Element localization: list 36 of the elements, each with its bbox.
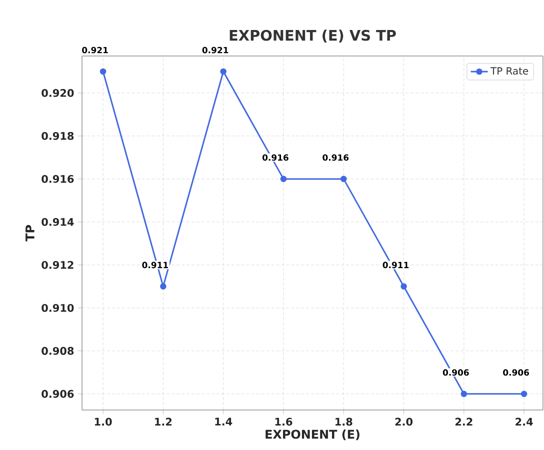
x-tick-label: 2.2 xyxy=(455,418,472,426)
y-tick-label: 0.906 xyxy=(42,390,74,398)
data-label: 0.916 xyxy=(322,154,349,161)
y-tick-label: 0.918 xyxy=(42,132,74,140)
y-tick-label: 0.920 xyxy=(42,89,74,97)
x-tick-label: 1.4 xyxy=(215,418,232,426)
point xyxy=(160,283,166,290)
point xyxy=(460,390,468,398)
data-label: 0.921 xyxy=(82,46,108,54)
point xyxy=(100,68,106,75)
y-tick-label: 0.910 xyxy=(42,304,74,312)
y-tick-label: 0.916 xyxy=(42,174,74,183)
x-tick-label: 2.4 xyxy=(516,418,533,426)
y-tick-label: 0.914 xyxy=(42,218,74,226)
point xyxy=(280,176,287,182)
data-label: 0.921 xyxy=(202,46,228,54)
y-axis-title: TP xyxy=(26,225,34,242)
x-tick-label: 1.8 xyxy=(336,418,352,426)
x-tick-label: 2.0 xyxy=(395,418,413,426)
y-tick-label: 0.908 xyxy=(42,346,74,355)
legend-label: TP Rate xyxy=(490,67,528,75)
x-tick-label: 1.6 xyxy=(275,418,292,426)
point xyxy=(340,176,347,182)
data-label: 0.911 xyxy=(382,262,409,268)
point xyxy=(400,283,407,290)
x-tick-label: 1.0 xyxy=(94,418,112,426)
data-label: 0.906 xyxy=(442,369,469,376)
data-label: 0.911 xyxy=(142,262,168,268)
point xyxy=(220,68,226,75)
chart-title: EXPONENT (E) VS TP xyxy=(230,30,396,42)
x-tick-label: 1.2 xyxy=(155,418,172,426)
data-label: 0.906 xyxy=(503,369,529,376)
data-label: 0.916 xyxy=(262,154,288,161)
y-tick-label: 0.912 xyxy=(42,260,74,269)
x-axis-title: EXPONENT (E) xyxy=(266,430,360,440)
point xyxy=(520,390,528,398)
